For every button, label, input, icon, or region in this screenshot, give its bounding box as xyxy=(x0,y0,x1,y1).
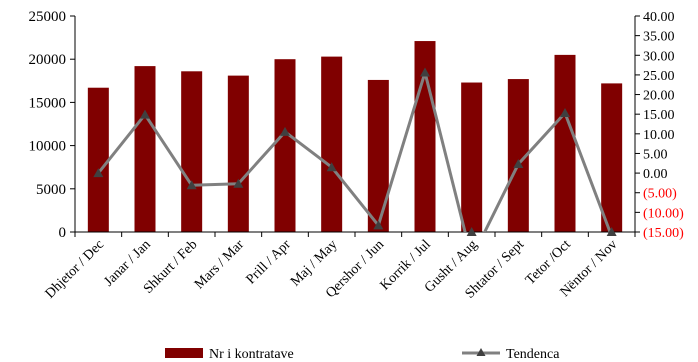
bar xyxy=(601,83,623,232)
bar xyxy=(227,75,249,232)
line-layer xyxy=(93,67,617,236)
legend-swatch-contracts xyxy=(165,348,203,358)
left-tick-label: 25000 xyxy=(29,9,67,25)
legend-label-contracts: Nr i kontratave xyxy=(209,347,294,362)
trend-marker xyxy=(280,126,290,136)
bar xyxy=(461,82,483,232)
left-tick-label: 0 xyxy=(59,225,67,241)
right-tick-label: 0.00 xyxy=(643,167,668,182)
trend-line xyxy=(97,71,612,232)
trend-marker xyxy=(606,227,617,236)
trend-marker xyxy=(233,178,244,188)
legend-label-trend: Tendenca xyxy=(506,347,560,362)
right-tick-label: 40.00 xyxy=(643,10,675,25)
category-label: Dhjetor / Dec xyxy=(43,237,107,301)
right-tick-label: 20.00 xyxy=(643,89,675,104)
trend-marker xyxy=(140,109,150,119)
right-tick-label: 30.00 xyxy=(643,49,675,64)
right-tick-label: 10.00 xyxy=(643,128,675,143)
right-tick-label: 5.00 xyxy=(643,147,668,162)
bar xyxy=(367,79,389,232)
trend-marker xyxy=(466,227,477,236)
right-tick-label: 25.00 xyxy=(643,69,675,84)
category-label: Mars / Mar xyxy=(192,237,247,292)
legend: Nr i kontratave Tendenca xyxy=(165,347,560,362)
trend-marker xyxy=(186,180,197,190)
bar xyxy=(274,59,296,233)
left-tick-label: 5000 xyxy=(36,182,66,198)
bar xyxy=(134,66,156,232)
left-tick-label: 10000 xyxy=(29,139,67,155)
legend-marker-trend xyxy=(476,348,486,356)
category-label: Prill / Apr xyxy=(244,237,294,287)
trend-marker xyxy=(373,220,384,230)
trend-marker xyxy=(93,168,104,178)
left-tick-label: 15000 xyxy=(29,95,67,111)
axes-layer: 0 5000 10000 15000 20000 25000 (15.00) (10.00) (… xyxy=(29,9,685,241)
trend-marker xyxy=(513,159,524,169)
trend-marker xyxy=(560,108,570,118)
right-tick-label: 15.00 xyxy=(643,108,675,123)
trend-marker xyxy=(420,67,430,77)
left-tick-label: 20000 xyxy=(29,52,67,68)
right-tick-label: 35.00 xyxy=(643,30,675,45)
bar xyxy=(507,79,529,233)
bar xyxy=(181,71,203,233)
right-tick-label: (15.00) xyxy=(643,226,684,241)
right-tick-label: (5.00) xyxy=(643,187,677,202)
bar xyxy=(321,56,343,232)
trend-marker xyxy=(326,162,337,172)
right-tick-label: (10.00) xyxy=(643,206,684,221)
bar xyxy=(87,87,109,232)
bar xyxy=(554,54,576,232)
